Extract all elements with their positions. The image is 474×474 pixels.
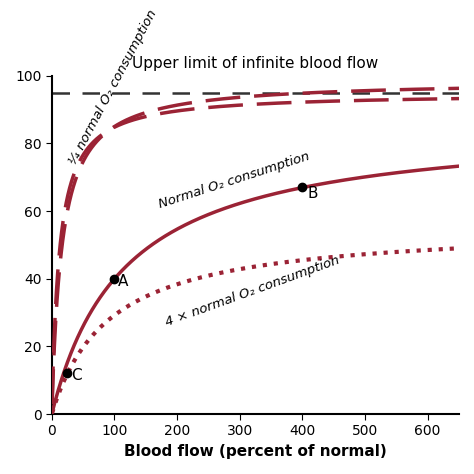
Text: ¼ normal O₂ consumption: ¼ normal O₂ consumption (67, 8, 160, 167)
Text: C: C (71, 368, 82, 383)
Text: 4 × normal O₂ consumption: 4 × normal O₂ consumption (163, 254, 341, 329)
Title: Upper limit of infinite blood flow: Upper limit of infinite blood flow (132, 55, 379, 71)
Text: A: A (118, 273, 128, 289)
X-axis label: Blood flow (percent of normal): Blood flow (percent of normal) (124, 444, 387, 459)
Text: B: B (308, 186, 318, 201)
Text: Normal O₂ consumption: Normal O₂ consumption (157, 150, 312, 211)
